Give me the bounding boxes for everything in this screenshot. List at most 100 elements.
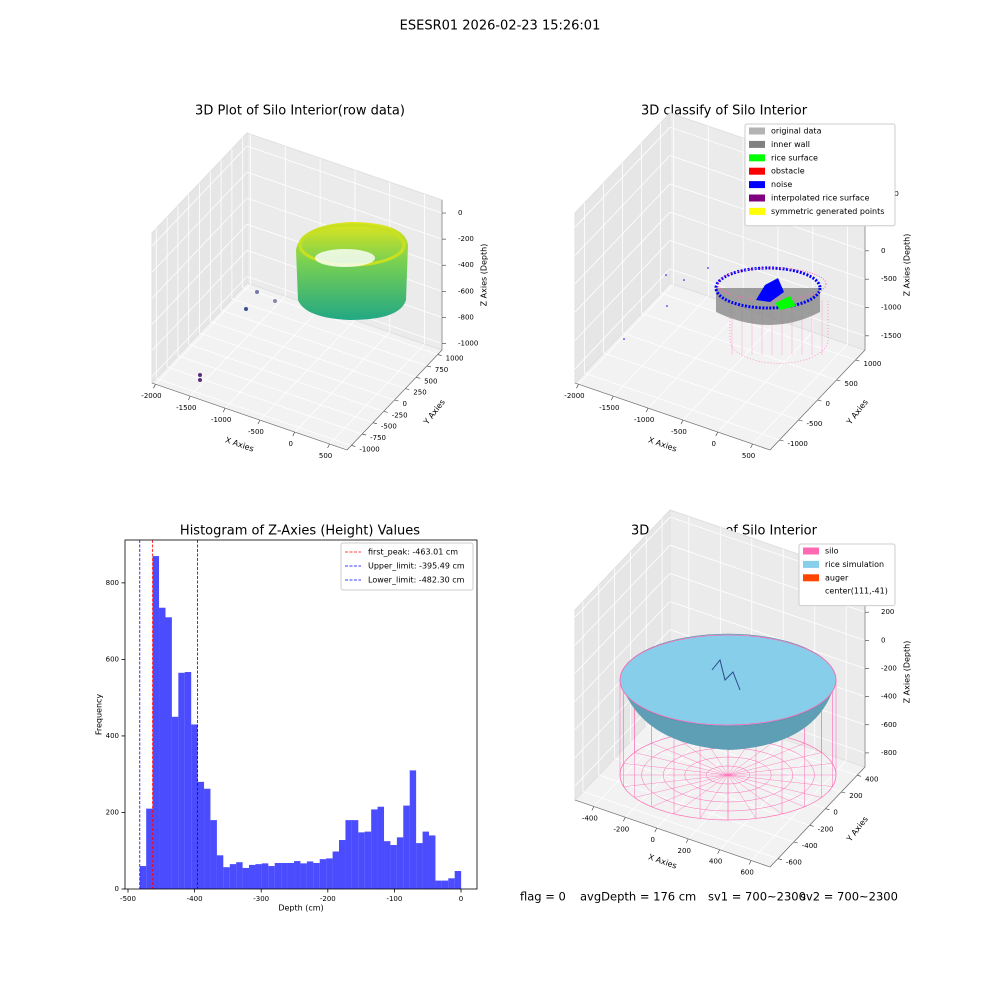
y-tick — [855, 359, 860, 362]
histogram-bar — [268, 866, 275, 889]
y-tick-label: 200 — [106, 808, 119, 816]
grid-line — [669, 601, 866, 669]
status-sv1: sv1 = 700~2300 — [708, 890, 806, 904]
x-tick — [715, 431, 719, 437]
point-cloud-hole — [315, 249, 375, 267]
histogram-bar — [178, 672, 185, 889]
y-tick-label: 250 — [413, 389, 426, 397]
silo-spoke — [727, 742, 805, 776]
legend-label: Upper_limit: -395.49 cm — [368, 562, 465, 571]
x-tick-label: 400 — [709, 858, 722, 866]
histogram-bar — [306, 861, 314, 889]
silo-spoke — [727, 752, 822, 776]
silo-spoke — [727, 774, 757, 819]
y-tick-label: 200 — [849, 792, 862, 800]
legend-label: noise — [771, 180, 792, 189]
legend-label: inner wall — [771, 140, 810, 149]
status-flag: flag = 0 — [520, 890, 566, 904]
x-tick-label: 0 — [712, 440, 716, 448]
x-tick — [680, 419, 684, 425]
x-tick — [257, 419, 261, 425]
y-tick — [394, 399, 399, 402]
z-tick-label: -400 — [881, 693, 897, 701]
chart-title: 3D Plot of Silo Interior(row data) — [195, 104, 405, 119]
silo-top — [717, 267, 827, 301]
noise-point — [665, 274, 667, 276]
x-tick — [717, 849, 720, 854]
x-tick — [611, 396, 614, 401]
x-tick — [623, 817, 626, 822]
histogram-bar — [229, 864, 237, 889]
y-tick-label: -200 — [818, 825, 834, 833]
grid-line — [574, 268, 671, 370]
legend-swatch — [749, 167, 765, 175]
point-cloud — [296, 222, 408, 320]
legend-label: first_peak: -463.01 cm — [368, 548, 458, 557]
z-tick-label: 0 — [881, 247, 885, 255]
x-tick-label: -400 — [187, 895, 203, 903]
grid-line — [687, 738, 784, 840]
y-tick-label: 500 — [845, 380, 858, 388]
grid-line — [641, 312, 837, 381]
histogram-bar — [223, 867, 230, 889]
grid-line — [574, 601, 671, 702]
histogram-bar — [210, 820, 217, 889]
histogram-bar — [242, 867, 250, 889]
legend-box — [340, 542, 474, 591]
y-tick-label: 1000 — [864, 360, 882, 368]
y-tick-label: 0 — [826, 400, 830, 408]
silo-spoke — [727, 774, 805, 808]
histogram-bar — [197, 781, 205, 889]
grid-line — [242, 287, 438, 355]
histogram-bar — [428, 835, 436, 889]
grid-line — [574, 240, 671, 341]
grid-line — [574, 155, 671, 256]
axis-line — [769, 766, 866, 868]
silo-spoke — [634, 752, 729, 776]
x-tick — [750, 443, 753, 449]
x-tick-label: -2000 — [141, 392, 161, 400]
axis-line — [151, 382, 348, 451]
axis-line — [574, 382, 771, 451]
z-tick-label: -1000 — [458, 339, 478, 347]
histogram-bar — [274, 862, 282, 889]
y-tick-label: -750 — [370, 434, 386, 442]
inner-wall — [716, 288, 820, 325]
outlier-point — [273, 299, 277, 303]
histogram-bar — [377, 806, 385, 889]
y-tick — [798, 419, 803, 422]
noise-point — [666, 305, 668, 307]
histogram-bar — [371, 809, 378, 889]
legend-label: rice simulation — [825, 560, 884, 569]
grid-line — [231, 298, 428, 367]
legend-swatch — [749, 127, 765, 135]
y-tick — [426, 365, 431, 368]
x-axis-label: X Axies — [647, 852, 678, 870]
histogram-bar — [416, 843, 423, 889]
silo-spoke — [651, 742, 729, 776]
y-tick-label: 0 — [115, 885, 119, 893]
grid-line — [669, 240, 866, 308]
histogram-bar — [422, 831, 429, 889]
x-tick-label: 0 — [459, 895, 463, 903]
x-tick-label: -300 — [253, 895, 269, 903]
legend-label: silo — [825, 547, 839, 556]
y-axis-label: Frequency — [95, 694, 104, 736]
z-tick-label: -600 — [458, 287, 474, 295]
x-tick-label: 500 — [319, 452, 332, 460]
z-tick-label: -200 — [458, 235, 474, 243]
grid-line — [719, 749, 815, 850]
y-tick-label: 750 — [435, 366, 448, 374]
axis-line — [769, 349, 866, 451]
z-tick-label: -600 — [881, 721, 897, 729]
histogram-bar — [287, 862, 295, 889]
y-tick-label: 0 — [403, 400, 407, 408]
chart-title: 3D classify of Silo Interior — [641, 104, 808, 119]
grid-line — [151, 197, 248, 299]
y-tick — [383, 411, 388, 413]
x-tick-label: -400 — [582, 814, 598, 822]
grid-line — [151, 276, 248, 377]
grid-line — [151, 145, 248, 247]
histogram-bar — [454, 871, 462, 889]
